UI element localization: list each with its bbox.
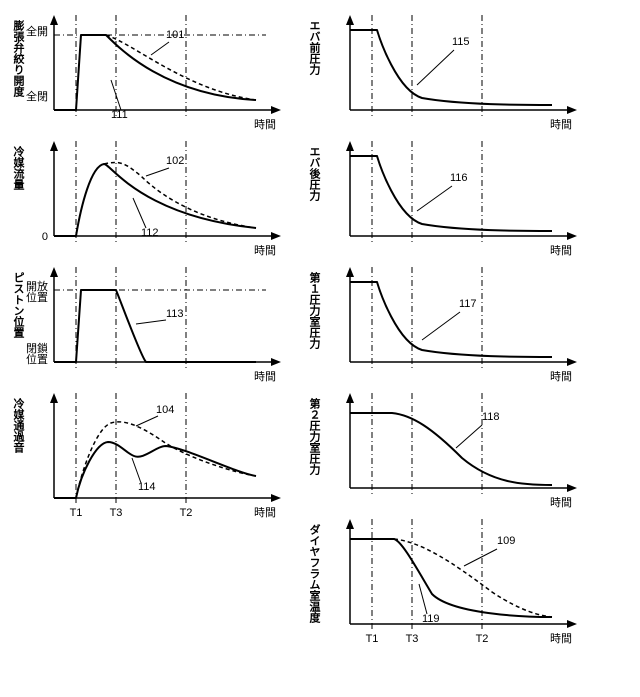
curve-label: 113 <box>166 308 184 320</box>
y-axis-label: エバ前圧力 <box>306 10 322 75</box>
right-chart-2: 第１圧力室圧力 117 時間 <box>306 262 582 382</box>
time-tick: T3 <box>406 633 419 645</box>
y-axis-label: ピストン位置 <box>10 262 26 338</box>
svg-text:0: 0 <box>42 231 48 243</box>
left-column: 膨張弁絞り開度111101全開全閉時間冷媒流量1121020時間ピストン位置11… <box>10 10 286 654</box>
y-axis-label: 第２圧力室圧力 <box>306 388 322 475</box>
time-tick: T1 <box>70 507 83 519</box>
right-chart-1: エバ後圧力 116 時間 <box>306 136 582 256</box>
curve-label: 111 <box>111 109 128 121</box>
time-tick: T2 <box>180 507 193 519</box>
right-column: エバ前圧力115時間エバ後圧力116時間第１圧力室圧力117時間第２圧力室圧力1… <box>306 10 582 654</box>
svg-text:開放: 開放 <box>26 279 48 293</box>
svg-text:閉鎖: 閉鎖 <box>26 341 48 355</box>
svg-text:全閉: 全閉 <box>26 89 48 103</box>
x-axis-label: 時間 <box>254 118 276 130</box>
x-axis-label: 時間 <box>550 244 572 256</box>
chart-grid: 膨張弁絞り開度111101全開全閉時間冷媒流量1121020時間ピストン位置11… <box>10 10 630 654</box>
curve-label: 117 <box>459 298 477 310</box>
time-tick: T1 <box>366 633 379 645</box>
y-axis-label: 冷媒通過音 <box>10 388 26 453</box>
curve-label: 119 <box>422 613 440 625</box>
curve-label: 104 <box>156 404 174 416</box>
x-axis-label: 時間 <box>550 632 572 645</box>
svg-text:位置: 位置 <box>26 352 48 366</box>
x-axis-label: 時間 <box>254 370 276 382</box>
right-chart-0: エバ前圧力 115 時間 <box>306 10 582 130</box>
curve-label: 102 <box>166 155 184 167</box>
curve-label: 114 <box>138 481 156 493</box>
y-axis-label: ダイヤフラム室温度 <box>306 514 322 623</box>
svg-text:位置: 位置 <box>26 290 48 304</box>
curve-label: 115 <box>452 36 470 48</box>
left-chart-1: 冷媒流量 112 102 0 時間 <box>10 136 286 256</box>
curve-label: 118 <box>482 411 500 423</box>
left-chart-0: 膨張弁絞り開度 111 101 全開全閉時間 <box>10 10 286 130</box>
x-axis-label: 時間 <box>550 370 572 382</box>
left-chart-3: 冷媒通過音 114 104 T1 T3 T2 時間 <box>10 388 286 528</box>
curve-label: 109 <box>497 535 515 547</box>
right-chart-3: 第２圧力室圧力 118 時間 <box>306 388 582 508</box>
x-axis-label: 時間 <box>550 118 572 130</box>
x-axis-label: 時間 <box>550 496 572 508</box>
curve-label: 112 <box>141 227 159 239</box>
left-chart-2: ピストン位置113開放位置閉鎖位置時間 <box>10 262 286 382</box>
time-tick: T2 <box>476 633 489 645</box>
curve-label: 101 <box>166 29 184 41</box>
y-axis-label: 膨張弁絞り開度 <box>10 10 26 97</box>
right-chart-4: ダイヤフラム室温度 119 109 T1 T3 T2 時間 <box>306 514 582 654</box>
x-axis-label: 時間 <box>254 244 276 256</box>
y-axis-label: エバ後圧力 <box>306 136 322 201</box>
time-tick: T3 <box>110 507 123 519</box>
y-axis-label: 第１圧力室圧力 <box>306 262 322 349</box>
curve-label: 116 <box>450 172 468 184</box>
svg-text:全開: 全開 <box>26 24 48 38</box>
x-axis-label: 時間 <box>254 506 276 519</box>
y-axis-label: 冷媒流量 <box>10 136 26 190</box>
